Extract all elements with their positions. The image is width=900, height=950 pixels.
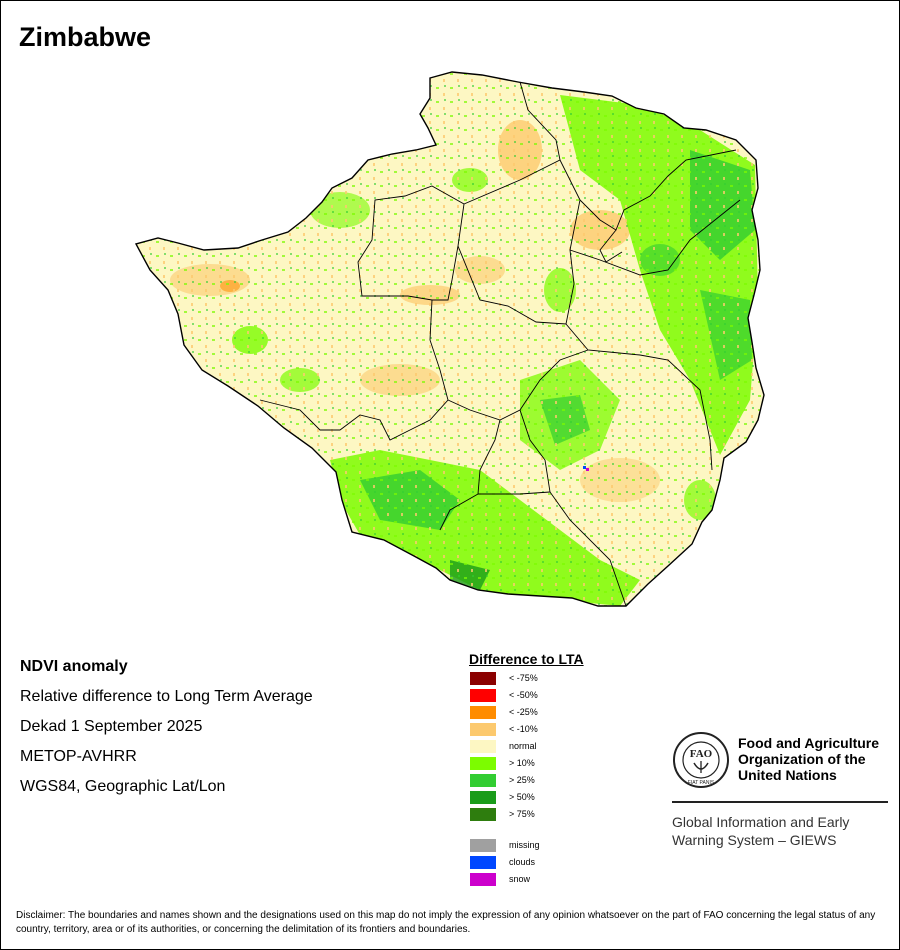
- legend-swatch: [470, 856, 496, 869]
- fao-divider: [672, 801, 888, 803]
- legend-label: > 25%: [509, 775, 535, 785]
- ndvi-raster: [136, 72, 764, 606]
- legend-swatch: [470, 757, 496, 770]
- legend-label: > 10%: [509, 758, 535, 768]
- svg-text:FIAT PANIS: FIAT PANIS: [688, 780, 715, 786]
- projection-info: WGS84, Geographic Lat/Lon: [20, 778, 226, 795]
- fao-org-line1: Food and Agriculture: [738, 735, 880, 751]
- legend-item: < -75%: [469, 670, 584, 687]
- legend-item: snow: [469, 871, 584, 888]
- legend-title: Difference to LTA: [469, 651, 584, 667]
- legend-item: < -10%: [469, 721, 584, 738]
- giews-line1: Global Information and Early: [672, 814, 850, 830]
- legend-label: > 75%: [509, 809, 535, 819]
- legend-swatch: [470, 774, 496, 787]
- legend-label: snow: [509, 874, 531, 884]
- legend-swatch: [470, 808, 496, 821]
- legend-label: missing: [509, 840, 540, 850]
- legend-item: > 75%: [469, 806, 584, 823]
- legend-label: < -75%: [509, 673, 538, 683]
- legend-label: > 50%: [509, 792, 535, 802]
- svg-text:FAO: FAO: [690, 748, 713, 760]
- sensor-name: METOP-AVHRR: [20, 748, 137, 765]
- fao-logo-block: FAO FIAT PANIS Food and Agriculture Orga…: [672, 731, 888, 861]
- legend-label: clouds: [509, 857, 536, 867]
- legend-extra-items: missing clouds snow: [469, 837, 584, 888]
- legend-item: < -50%: [469, 687, 584, 704]
- disclaimer-text: Disclaimer: The boundaries and names sho…: [16, 910, 876, 935]
- legend: Difference to LTA < -75% < -50% < -25% < -1…: [469, 651, 584, 888]
- legend-swatch: [470, 791, 496, 804]
- legend-items: < -75% < -50% < -25% < -10% normal > 10% > 25%…: [469, 670, 584, 823]
- legend-label: < -50%: [509, 690, 538, 700]
- fao-org-line3: United Nations: [738, 767, 837, 783]
- legend-swatch: [470, 689, 496, 702]
- province-boundaries: [259, 81, 741, 607]
- legend-item: > 10%: [469, 755, 584, 772]
- legend-swatch: [470, 873, 496, 886]
- legend-item: missing: [469, 837, 584, 854]
- zimbabwe-map: [135, 71, 765, 607]
- fao-emblem-icon: FAO FIAT PANIS: [673, 732, 729, 788]
- giews-name: Global Information and Early Warning Sys…: [672, 813, 849, 849]
- legend-label: < -10%: [509, 724, 538, 734]
- legend-item: > 25%: [469, 772, 584, 789]
- fao-org-line2: Organization of the: [738, 751, 866, 767]
- legend-swatch: [470, 740, 496, 753]
- legend-item: < -25%: [469, 704, 584, 721]
- giews-line2: Warning System – GIEWS: [672, 832, 837, 848]
- legend-item: > 50%: [469, 789, 584, 806]
- legend-swatch: [470, 706, 496, 719]
- legend-swatch: [470, 672, 496, 685]
- map-title: Zimbabwe: [19, 22, 152, 52]
- map-area: [135, 71, 765, 607]
- legend-swatch: [470, 839, 496, 852]
- legend-item: clouds: [469, 854, 584, 871]
- product-name: NDVI anomaly: [20, 658, 128, 675]
- product-description: Relative difference to Long Term Average: [20, 688, 313, 705]
- legend-swatch: [470, 723, 496, 736]
- time-period: Dekad 1 September 2025: [20, 718, 203, 735]
- legend-item: normal: [469, 738, 584, 755]
- map-info-block: NDVI anomaly Relative difference to Long…: [20, 656, 313, 806]
- legend-label: normal: [509, 741, 537, 751]
- fao-org-name: Food and Agriculture Organization of the…: [738, 735, 898, 783]
- legend-label: < -25%: [509, 707, 538, 717]
